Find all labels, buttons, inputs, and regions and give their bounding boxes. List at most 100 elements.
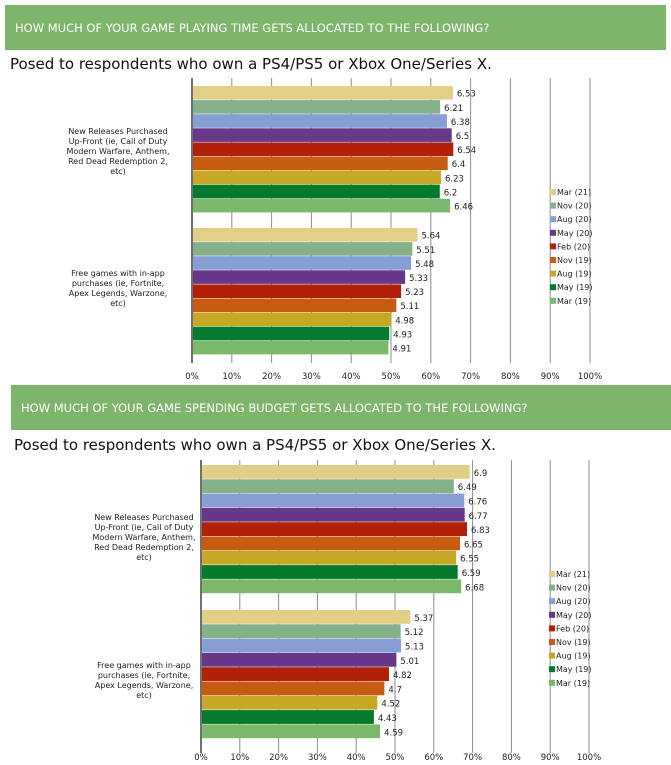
chart-2-data-label: 4.7 [388, 685, 402, 695]
chart-1-x-tick-label: 30% [302, 372, 321, 382]
chart-2-data-label: 4.59 [384, 728, 403, 738]
chart-2-data-label: 6.77 [469, 512, 488, 522]
chart-1-data-label: 6.54 [457, 146, 476, 156]
chart-1-category-label: New Releases Purchased Up-Front (ie, Call… [67, 127, 170, 176]
chart-1-legend-swatch [550, 284, 556, 291]
chart-2-legend-swatch [549, 598, 555, 605]
chart-1-bar [193, 142, 454, 156]
chart-2-category-label: Free games with in-app purchases (ie, For… [95, 661, 193, 700]
chart-2-legend-label: Feb (20) [556, 624, 589, 633]
chart-2-data-label: 6.55 [460, 555, 479, 565]
chart-1-x-tick-label: 0% [185, 372, 199, 382]
chart-1-data-label: 5.11 [400, 302, 419, 312]
chart-1-bar [193, 170, 441, 185]
chart-2-data-label: 6.59 [462, 569, 481, 579]
chart-2-data-label: 4.82 [393, 671, 412, 681]
chart-1-title: HOW MUCH OF YOUR GAME PLAYING TIME GETS … [15, 20, 490, 35]
chart-2-data-label: 6.76 [468, 498, 487, 508]
chart-1-x-tick-label: 10% [222, 372, 241, 382]
chart-1-data-label: 6.4 [452, 160, 466, 170]
chart-2-legend-swatch [549, 666, 555, 673]
chart-2-legend-swatch [549, 679, 555, 686]
chart-1-data-label: 6.38 [451, 118, 470, 128]
chart-2-legend-label: Aug (19) [556, 652, 591, 661]
chart-1-x-tick-label: 50% [382, 372, 401, 382]
chart-2-legend-swatch [549, 611, 555, 618]
chart-2-bar [202, 579, 462, 594]
chart-2-category-label: New Releases Purchased Up-Front (ie, Call… [93, 513, 196, 562]
chart-2-bar [202, 652, 397, 667]
chart-1-legend-swatch [550, 243, 556, 250]
chart-1-bar [193, 340, 389, 355]
chart-1-x-tick-label: 60% [421, 372, 440, 382]
chart-2-x-tick-label: 0% [194, 753, 208, 763]
chart-2-legend-label: Mar (19) [556, 679, 590, 688]
chart-1-legend-swatch [550, 216, 556, 223]
chart-1-data-label: 5.23 [405, 288, 424, 298]
chart-1-bar [193, 242, 413, 256]
chart-1-legend-label: Mar (19) [557, 297, 591, 306]
chart-1-data-label: 6.46 [454, 203, 473, 213]
chart-2-x-tick-label: 10% [230, 753, 249, 763]
chart-2-data-label: 6.49 [458, 483, 477, 493]
chart-1-data-label: 6.21 [444, 104, 463, 114]
chart-1-bar [193, 156, 448, 171]
chart-2-bar [202, 695, 378, 710]
chart-1-data-label: 5.48 [415, 260, 434, 270]
chart-2-x-tick-label: 40% [347, 753, 366, 763]
chart-1-bar [193, 128, 452, 142]
chart-2-legend-swatch [549, 571, 555, 577]
chart-1-bar [193, 114, 447, 128]
chart-2-subtitle: Posed to respondents who own a PS4/PS5 o… [14, 436, 496, 454]
chart-2-bar [202, 667, 390, 681]
chart-1-data-label: 5.64 [421, 232, 440, 242]
chart-1: 0% 10% 20% 30% 40% 50% 60% 70% 80% 90% 100% 6.53 6.2… [67, 78, 602, 382]
chart-2-x-tick-label: 100% [577, 753, 601, 763]
chart-1-bar [193, 284, 402, 298]
chart-2-bar [202, 522, 468, 536]
chart-1-bar [193, 326, 390, 341]
chart-1-x-tick-label: 80% [501, 372, 520, 382]
chart-1-x-tick-label: 100% [578, 372, 602, 382]
chart-2-data-label: 6.68 [465, 583, 484, 593]
chart-2-bar [202, 624, 401, 639]
chart-1-legend-label: Nov (20) [557, 202, 592, 211]
chart-2-title: HOW MUCH OF YOUR GAME SPENDING BUDGET GE… [21, 400, 528, 415]
chart-2-bar [202, 465, 470, 479]
chart-2-x-tick-label: 80% [502, 753, 521, 763]
chart-2-legend-label: Nov (19) [556, 638, 591, 647]
chart-1-bar [193, 228, 418, 242]
chart-1-data-label: 6.23 [445, 174, 464, 184]
chart-2-data-label: 6.9 [474, 469, 488, 479]
chart-2-legend-label: Nov (20) [556, 584, 591, 593]
chart-1-x-tick-label: 20% [262, 372, 281, 382]
chart-1-data-label: 4.93 [393, 330, 412, 340]
chart-2-bar [202, 493, 465, 508]
chart-1-data-label: 5.33 [409, 274, 428, 284]
chart-2-legend-swatch [549, 652, 555, 659]
chart-1-x-tick-label: 40% [342, 372, 361, 382]
chart-2-x-tick-label: 20% [269, 753, 288, 763]
chart-2-data-label: 5.01 [400, 657, 419, 667]
chart-1-subtitle: Posed to respondents who own a PS4/PS5 o… [10, 55, 492, 73]
chart-2-bar [202, 710, 374, 724]
chart-1-data-label: 6.2 [444, 188, 458, 198]
chart-1-bar [193, 184, 440, 199]
chart-2-bar [202, 724, 381, 739]
chart-1-category-label: Free games with in-app purchases (ie, For… [69, 269, 167, 308]
chart-1-bar [193, 86, 453, 100]
chart-1-bar [193, 198, 451, 213]
chart-2-bar [202, 536, 461, 551]
chart-1-legend-label: May (19) [557, 283, 593, 292]
chart-1-bar [193, 256, 412, 270]
chart-2-data-label: 6.83 [471, 526, 490, 536]
chart-2-legend-label: Mar (21) [556, 570, 590, 579]
chart-1-legend-label: Aug (20) [557, 215, 592, 224]
chart-1-legend-label: Feb (20) [557, 242, 590, 251]
chart-2-data-label: 5.37 [414, 614, 433, 624]
chart-2-data-label: 5.13 [405, 643, 424, 653]
chart-1-x-tick-label: 70% [461, 372, 480, 382]
chart-2-bar [202, 638, 402, 653]
chart-2-banner: HOW MUCH OF YOUR GAME SPENDING BUDGET GE… [11, 385, 671, 430]
